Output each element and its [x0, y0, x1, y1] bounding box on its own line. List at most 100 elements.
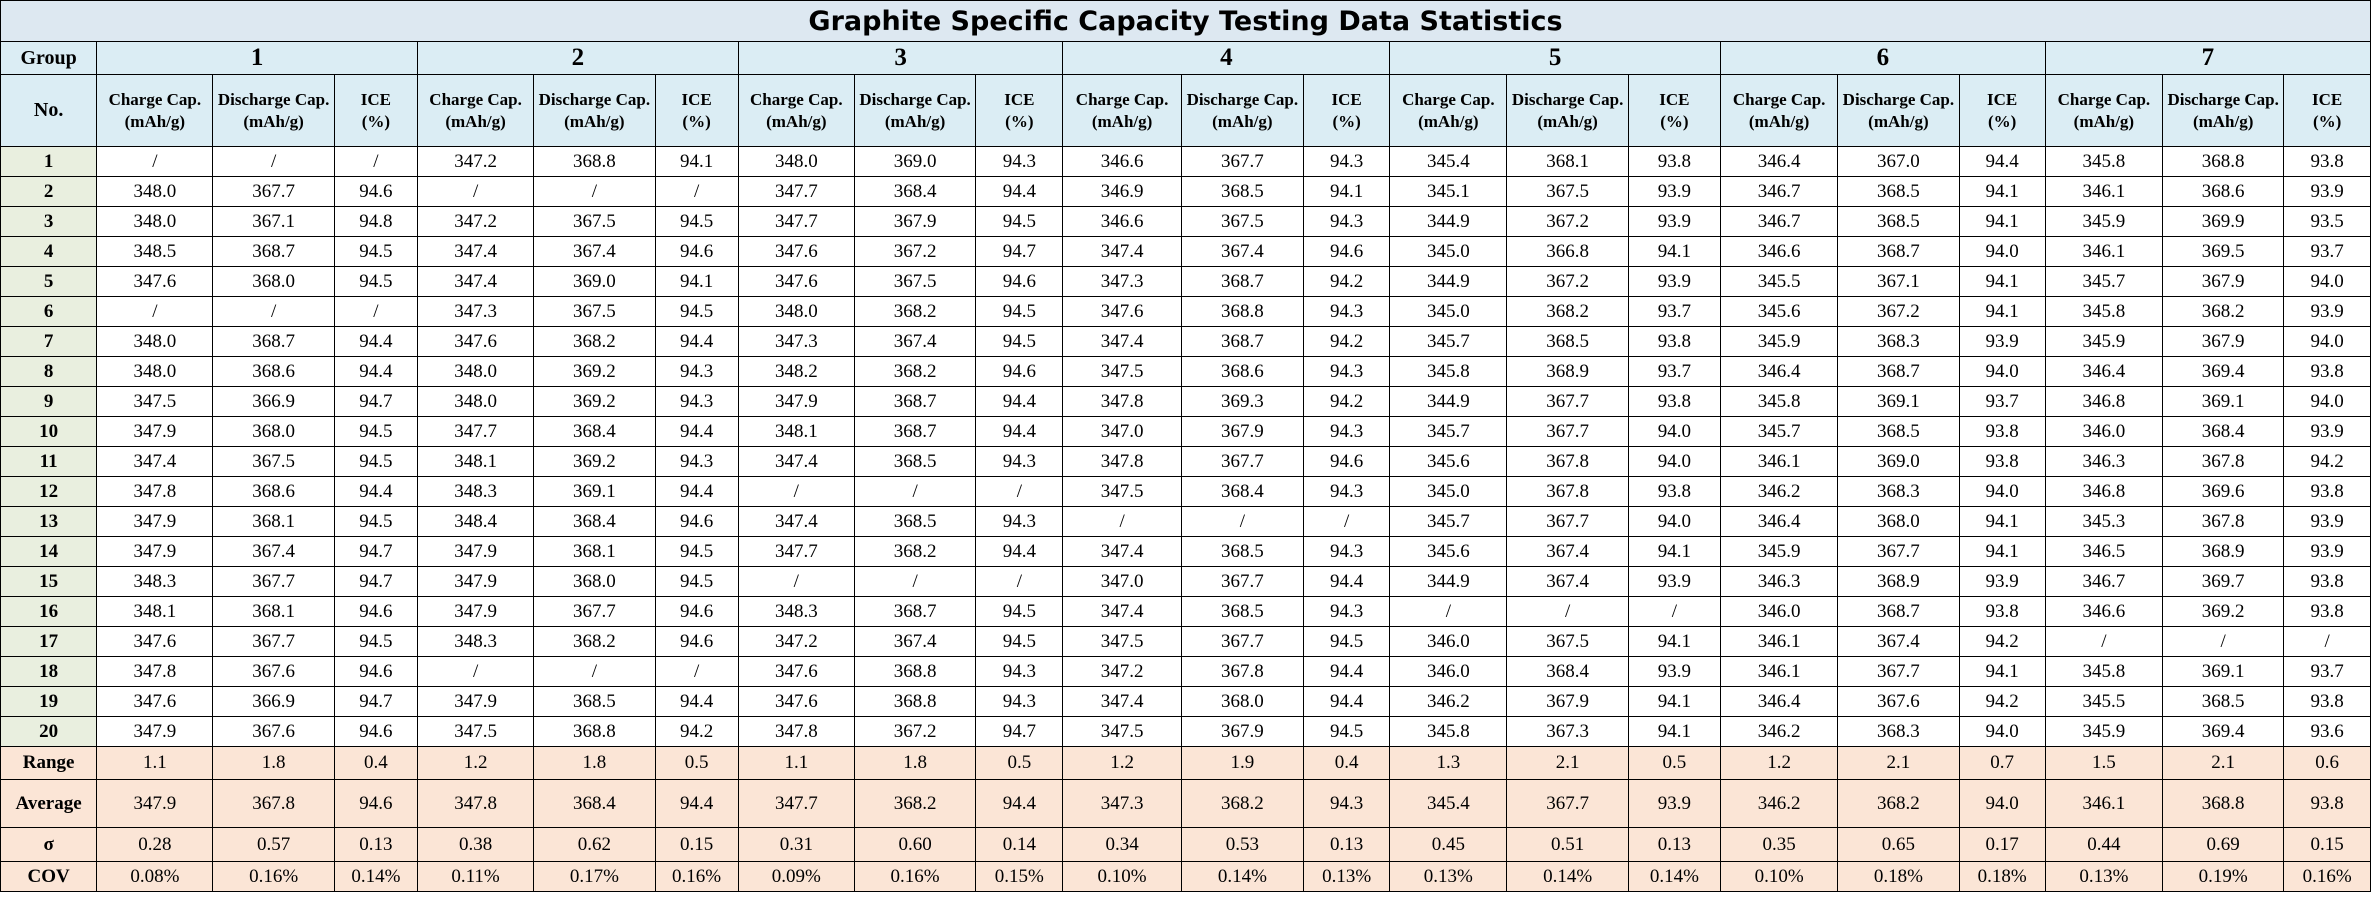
- data-cell[interactable]: 94.7: [333, 536, 418, 567]
- data-cell[interactable]: 368.1: [533, 536, 656, 567]
- data-cell[interactable]: 369.3: [1180, 386, 1305, 417]
- stats-cell[interactable]: 0.34: [1062, 827, 1182, 862]
- data-cell[interactable]: 347.8: [737, 716, 855, 747]
- stats-cell[interactable]: 0.19%: [2162, 861, 2285, 892]
- data-cell[interactable]: 94.4: [1958, 146, 2046, 177]
- stats-cell[interactable]: 0.10%: [1062, 861, 1182, 892]
- data-cell[interactable]: 94.3: [654, 386, 739, 417]
- data-cell[interactable]: 345.7: [1389, 506, 1508, 537]
- data-cell[interactable]: 94.5: [1302, 716, 1391, 747]
- data-cell[interactable]: 94.3: [1302, 206, 1391, 237]
- data-cell[interactable]: 369.5: [2162, 236, 2285, 267]
- data-cell[interactable]: 345.1: [1389, 176, 1508, 207]
- data-cell[interactable]: 94.6: [654, 596, 739, 627]
- data-cell[interactable]: 93.8: [1627, 326, 1721, 357]
- stats-cell[interactable]: 1.2: [416, 746, 535, 780]
- data-cell[interactable]: 368.6: [1180, 356, 1305, 387]
- data-cell[interactable]: 368.4: [1180, 476, 1305, 507]
- data-cell[interactable]: 369.1: [1837, 386, 1960, 417]
- data-cell[interactable]: 346.3: [2044, 446, 2164, 477]
- data-cell[interactable]: 345.5: [2044, 686, 2164, 717]
- data-cell[interactable]: 348.3: [96, 566, 214, 597]
- data-cell[interactable]: 93.7: [2283, 236, 2371, 267]
- data-cell[interactable]: 368.0: [212, 416, 335, 447]
- stats-cell[interactable]: 0.16%: [212, 861, 335, 892]
- stats-cell[interactable]: 94.0: [1958, 779, 2046, 828]
- data-cell[interactable]: /: [654, 656, 739, 687]
- data-cell[interactable]: 368.2: [533, 326, 656, 357]
- data-cell[interactable]: /: [212, 296, 335, 327]
- data-cell[interactable]: 94.3: [1302, 476, 1391, 507]
- data-cell[interactable]: 93.8: [2283, 146, 2371, 177]
- data-cell[interactable]: 367.7: [212, 176, 335, 207]
- data-cell[interactable]: 348.1: [416, 446, 535, 477]
- data-cell[interactable]: 348.5: [96, 236, 214, 267]
- data-cell[interactable]: 368.3: [1837, 326, 1960, 357]
- data-cell[interactable]: 94.1: [654, 146, 739, 177]
- data-cell[interactable]: 368.4: [533, 506, 656, 537]
- data-cell[interactable]: /: [1506, 596, 1629, 627]
- data-cell[interactable]: 368.7: [1180, 326, 1305, 357]
- data-cell[interactable]: 368.5: [2162, 686, 2285, 717]
- data-cell[interactable]: 369.2: [533, 356, 656, 387]
- data-cell[interactable]: 93.9: [2283, 176, 2371, 207]
- data-cell[interactable]: 94.0: [1627, 506, 1721, 537]
- stats-cell[interactable]: 0.6: [2283, 746, 2371, 780]
- stats-cell[interactable]: 2.1: [2162, 746, 2285, 780]
- data-cell[interactable]: 346.6: [1719, 236, 1839, 267]
- stats-cell[interactable]: 94.3: [1302, 779, 1391, 828]
- data-cell[interactable]: 368.5: [1837, 206, 1960, 237]
- data-cell[interactable]: 344.9: [1389, 566, 1508, 597]
- data-cell[interactable]: 347.8: [1062, 446, 1182, 477]
- data-cell[interactable]: 94.2: [1958, 626, 2046, 657]
- data-cell[interactable]: 347.9: [96, 716, 214, 747]
- data-cell[interactable]: /: [333, 296, 418, 327]
- stats-cell[interactable]: 2.1: [1837, 746, 1960, 780]
- data-cell[interactable]: 347.6: [96, 266, 214, 297]
- data-cell[interactable]: 347.4: [1062, 596, 1182, 627]
- data-cell[interactable]: 93.7: [1627, 296, 1721, 327]
- data-cell[interactable]: 94.5: [975, 296, 1064, 327]
- data-cell[interactable]: /: [416, 176, 535, 207]
- data-cell[interactable]: 347.3: [737, 326, 855, 357]
- data-cell[interactable]: 367.7: [212, 566, 335, 597]
- data-cell[interactable]: /: [654, 176, 739, 207]
- data-cell[interactable]: 368.2: [853, 296, 977, 327]
- data-cell[interactable]: 367.7: [212, 626, 335, 657]
- data-cell[interactable]: 94.6: [333, 716, 418, 747]
- data-cell[interactable]: 367.2: [853, 716, 977, 747]
- data-cell[interactable]: 367.8: [2162, 506, 2285, 537]
- data-cell[interactable]: 94.6: [654, 506, 739, 537]
- data-cell[interactable]: 368.4: [853, 176, 977, 207]
- stats-cell[interactable]: 368.2: [1180, 779, 1305, 828]
- data-cell[interactable]: 347.6: [737, 266, 855, 297]
- data-cell[interactable]: 368.5: [1506, 326, 1629, 357]
- data-cell[interactable]: 94.0: [1958, 356, 2046, 387]
- data-cell[interactable]: 347.2: [416, 146, 535, 177]
- data-cell[interactable]: 345.7: [1719, 416, 1839, 447]
- data-cell[interactable]: 345.8: [1719, 386, 1839, 417]
- data-cell[interactable]: 348.4: [416, 506, 535, 537]
- data-cell[interactable]: 368.8: [533, 716, 656, 747]
- stats-cell[interactable]: 0.14%: [1627, 861, 1721, 892]
- data-cell[interactable]: 345.7: [2044, 266, 2164, 297]
- data-cell[interactable]: 93.9: [2283, 506, 2371, 537]
- data-cell[interactable]: 347.6: [96, 626, 214, 657]
- data-cell[interactable]: 94.3: [1302, 356, 1391, 387]
- data-cell[interactable]: 367.5: [533, 296, 656, 327]
- data-cell[interactable]: 94.2: [1302, 266, 1391, 297]
- data-cell[interactable]: 345.9: [2044, 206, 2164, 237]
- data-cell[interactable]: 94.4: [1302, 566, 1391, 597]
- data-cell[interactable]: 93.8: [2283, 476, 2371, 507]
- data-cell[interactable]: 368.2: [1506, 296, 1629, 327]
- data-cell[interactable]: /: [533, 656, 656, 687]
- data-cell[interactable]: 94.0: [2283, 266, 2371, 297]
- data-cell[interactable]: 348.2: [737, 356, 855, 387]
- data-cell[interactable]: 344.9: [1389, 266, 1508, 297]
- data-cell[interactable]: 368.2: [853, 356, 977, 387]
- data-cell[interactable]: 94.4: [654, 416, 739, 447]
- stats-cell[interactable]: 346.2: [1719, 779, 1839, 828]
- data-cell[interactable]: /: [1302, 506, 1391, 537]
- data-cell[interactable]: 94.7: [333, 686, 418, 717]
- stats-cell[interactable]: 0.10%: [1719, 861, 1839, 892]
